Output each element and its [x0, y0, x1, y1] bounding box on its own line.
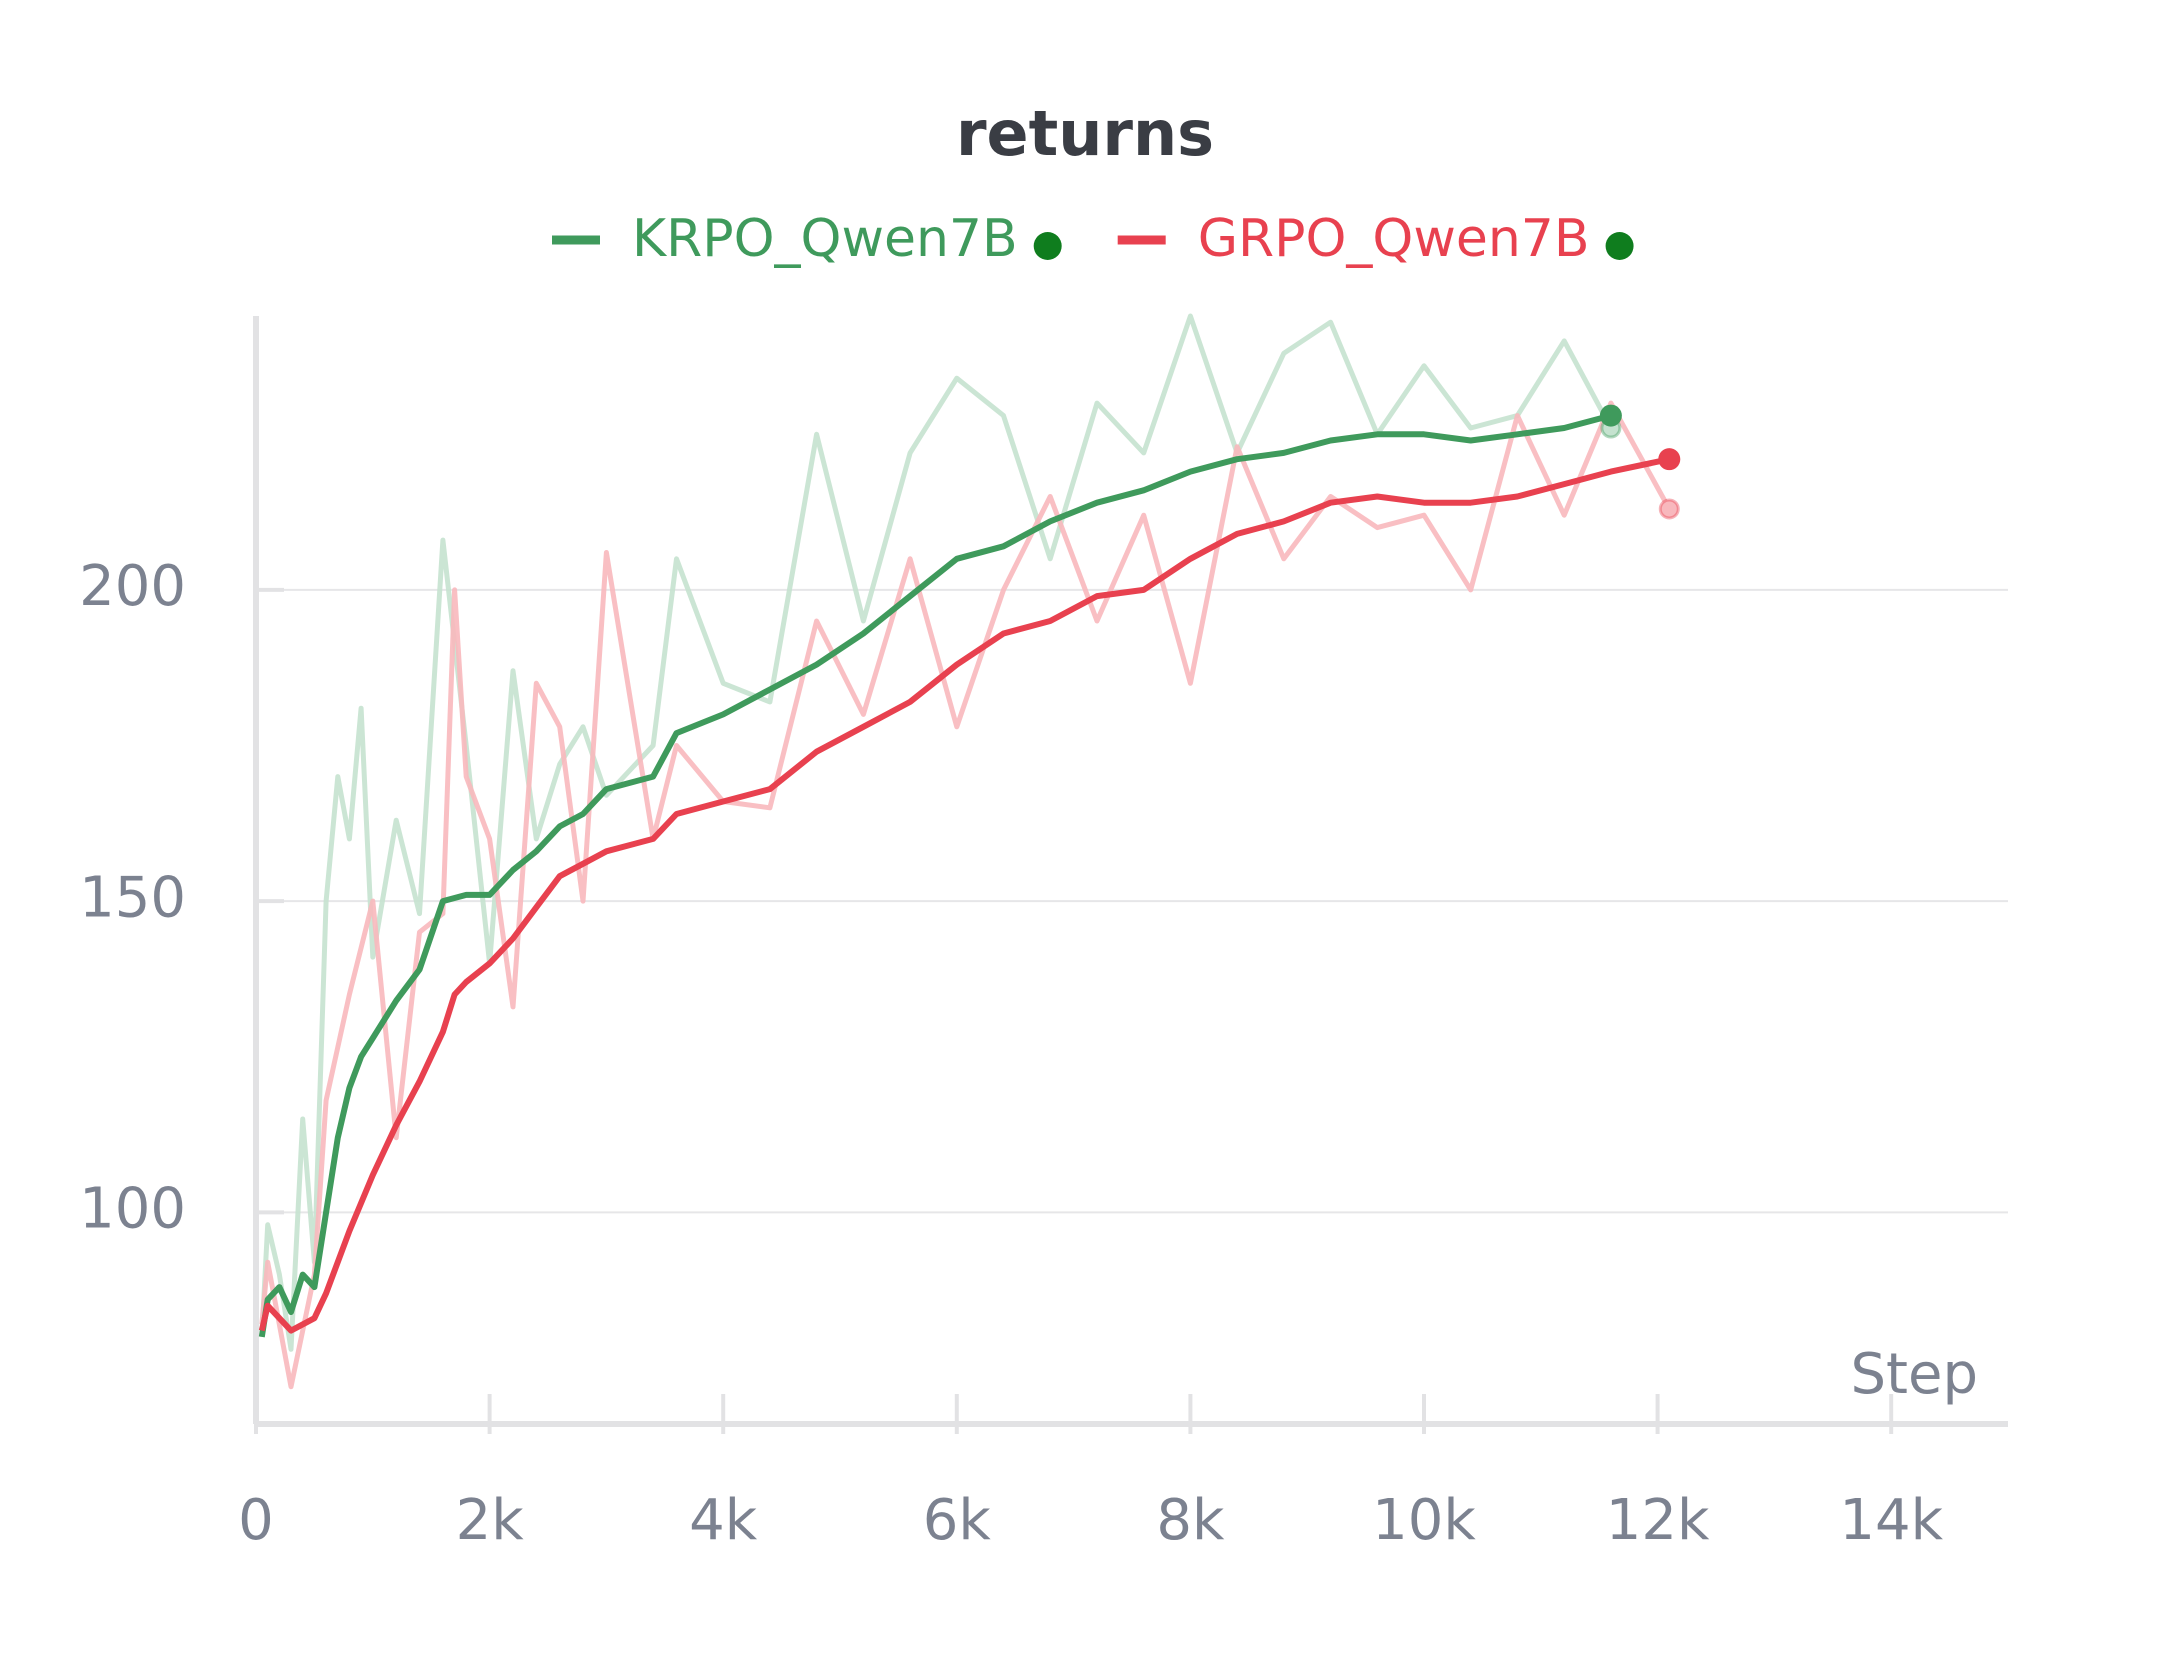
legend: KRPO_Qwen7B GRPO_Qwen7B — [552, 209, 1634, 269]
x-tick-label: 2k — [456, 1488, 525, 1553]
line — [258, 456, 1670, 1334]
chart-title: returns — [956, 97, 1214, 170]
legend-label: KRPO_Qwen7B — [632, 209, 1018, 269]
line — [258, 412, 1612, 1338]
raw-line — [259, 313, 1614, 1352]
x-tick-label: 10k — [1372, 1488, 1476, 1553]
y-tick-label: 150 — [79, 865, 186, 930]
legend-dot — [1605, 232, 1634, 260]
x-tick-label: 6k — [923, 1488, 992, 1553]
end-marker — [1599, 404, 1622, 427]
x-tick-label: 12k — [1606, 1488, 1710, 1553]
raw-end-marker — [1658, 498, 1680, 520]
x-axis-label: Step — [1850, 1342, 1978, 1407]
y-tick-label: 100 — [79, 1177, 186, 1242]
x-tick-label: 0 — [238, 1488, 274, 1553]
y-tick-label: 200 — [79, 554, 186, 619]
x-tick-label: 14k — [1839, 1488, 1943, 1553]
x-tick-label: 8k — [1156, 1488, 1225, 1553]
legend-dot — [1033, 232, 1062, 260]
end-marker — [1658, 448, 1681, 471]
x-tick-label: 4k — [689, 1488, 758, 1553]
legend-label: GRPO_Qwen7B — [1198, 209, 1590, 269]
